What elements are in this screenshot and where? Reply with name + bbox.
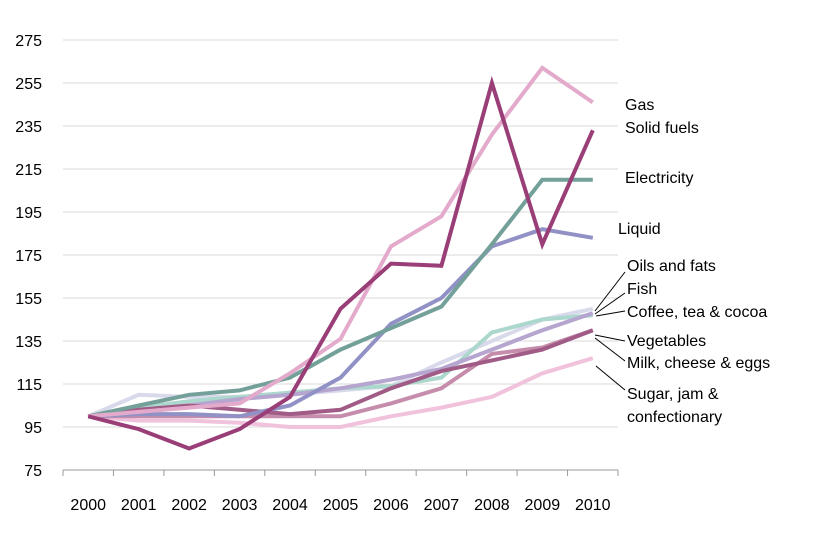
series-line-liquid — [88, 227, 594, 419]
x-tick-label-2002: 2002 — [171, 497, 207, 514]
series-labels: Sugar, jam & confectionary Milk, cheese & … — [618, 97, 770, 426]
x-tick-label-2000: 2000 — [70, 497, 106, 514]
y-tick-label-275: 275 — [15, 33, 42, 50]
x-tick-label-2009: 2009 — [525, 497, 561, 514]
series-label-vegetables: Vegetables — [627, 333, 706, 350]
leader-line-coffee-tea-and-cocoa — [595, 310, 626, 317]
series-label-electricity: Electricity — [625, 170, 693, 187]
y-tick-label-115: 115 — [16, 377, 42, 394]
series-lines — [87, 65, 595, 451]
series-line-electricity — [87, 177, 593, 419]
x-tick-label-2008: 2008 — [474, 497, 510, 514]
series-label-gas: Gas — [625, 97, 654, 114]
leader-line-fish — [594, 292, 626, 315]
label-leader-lines — [594, 271, 626, 391]
x-tick-label-2001: 2001 — [121, 497, 157, 514]
y-tick-label-155: 155 — [15, 291, 42, 308]
y-tick-label-255: 255 — [15, 76, 42, 93]
x-tick-label-2006: 2006 — [373, 497, 409, 514]
x-tick-label-2003: 2003 — [222, 497, 258, 514]
series-label-sugar-jam-and-confectionary: Sugar, jam & confectionary — [627, 386, 722, 426]
x-tick-label-2007: 2007 — [424, 497, 460, 514]
x-axis — [62, 469, 619, 476]
leader-line-sugar-jam-and-confectionary — [595, 365, 626, 391]
leader-line-oils-and-fats — [594, 271, 626, 312]
leader-line-milk-cheese-and-eggs — [594, 337, 626, 362]
series-line-vegetables — [87, 328, 594, 419]
y-tick-label-235: 235 — [15, 119, 42, 136]
y-tick-label-135: 135 — [15, 334, 42, 351]
series-line-sugar-jam-and-confectionary — [88, 356, 594, 429]
leader-line-vegetables — [594, 334, 626, 342]
y-tick-label-75: 75 — [24, 463, 42, 480]
series-label-coffee-tea-and-cocoa: Coffee, tea & cocoa — [627, 304, 767, 321]
series-line-coffee-tea-and-cocoa — [87, 306, 594, 419]
series-label-liquid: Liquid — [618, 221, 661, 238]
y-axis-tick-labels: 75 95 115 135 155 175 195 215 235 255 275 — [15, 33, 42, 480]
y-tick-label-95: 95 — [24, 420, 42, 437]
series-label-milk-cheese-and-eggs: Milk, cheese & eggs — [627, 355, 770, 372]
y-tick-label-175: 175 — [15, 248, 42, 265]
y-tick-label-215: 215 — [15, 162, 42, 179]
x-tick-label-2010: 2010 — [575, 497, 611, 514]
series-label-fish: Fish — [627, 281, 657, 298]
x-axis-tick-labels: 2000 2001 2002 2003 2004 2005 2006 2007 2008 2009… — [70, 497, 610, 514]
series-label-solid-fuels: Solid fuels — [625, 120, 699, 137]
y-tick-label-195: 195 — [15, 205, 42, 222]
x-tick-label-2005: 2005 — [323, 497, 359, 514]
series-label-oils-and-fats: Oils and fats — [627, 258, 716, 275]
x-tick-label-2004: 2004 — [272, 497, 308, 514]
series-line-gas — [88, 65, 594, 419]
y-gridlines — [63, 39, 618, 428]
series-line-solid-fuels — [87, 75, 595, 451]
series-line-milk-cheese-and-eggs — [88, 328, 594, 419]
